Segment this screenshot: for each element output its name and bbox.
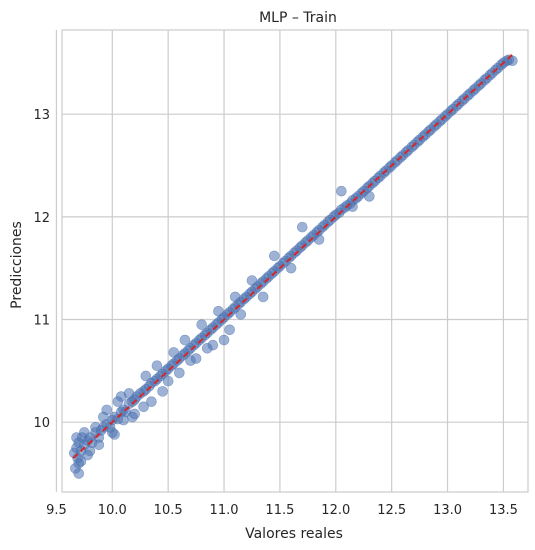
- y-tick-label: 13: [33, 108, 50, 123]
- data-point: [174, 367, 185, 379]
- data-points: [68, 54, 518, 479]
- data-point: [118, 414, 129, 426]
- x-tick-label: 11.0: [210, 503, 239, 518]
- data-point: [146, 396, 157, 407]
- data-point: [269, 250, 280, 262]
- plot-frame: [61, 29, 529, 493]
- x-tick-label: 10.5: [154, 503, 183, 518]
- data-point: [185, 355, 196, 366]
- data-point: [115, 391, 127, 402]
- data-point: [138, 401, 149, 413]
- data-point: [90, 422, 101, 433]
- x-tick-label: 10.0: [98, 503, 127, 518]
- data-point: [151, 360, 163, 372]
- x-axis-label: Valores reales: [245, 526, 343, 542]
- x-tick-label: 13.0: [433, 503, 462, 518]
- data-point: [93, 439, 105, 451]
- y-tick-labels: 10 11 12 13: [33, 108, 50, 431]
- data-point: [296, 221, 308, 233]
- y-axis-label: Predicciones: [9, 221, 25, 309]
- data-point: [207, 339, 219, 351]
- data-point: [106, 427, 118, 438]
- data-point: [129, 408, 140, 420]
- data-point: [347, 201, 358, 212]
- x-tick-label: 13.5: [489, 503, 518, 518]
- data-point: [82, 449, 94, 461]
- data-point: [229, 291, 241, 303]
- y-tick-label: 10: [33, 416, 50, 431]
- data-point: [213, 306, 224, 317]
- data-point: [224, 324, 235, 336]
- chart-title: MLP – Train: [259, 10, 337, 26]
- data-point: [179, 334, 191, 346]
- data-point: [168, 347, 180, 358]
- data-point: [257, 291, 269, 303]
- data-point: [79, 427, 90, 438]
- data-point: [235, 309, 247, 320]
- data-point: [73, 468, 85, 479]
- data-point: [71, 432, 82, 443]
- x-tick-label: 11.5: [265, 503, 294, 518]
- data-point: [218, 334, 230, 346]
- data-point: [336, 185, 347, 197]
- x-tick-labels: 9.5 10.0 10.5 11.0 11.5 12.0 12.5 13.0 13.5: [46, 503, 518, 518]
- data-point: [364, 191, 375, 202]
- x-tick-label: 12.0: [321, 503, 350, 518]
- data-point: [162, 375, 174, 387]
- data-point: [75, 455, 87, 467]
- x-tick-label: 9.5: [46, 503, 67, 518]
- data-point: [98, 411, 109, 423]
- data-point: [157, 386, 168, 397]
- y-tick-label: 12: [33, 211, 50, 226]
- data-point: [140, 370, 152, 382]
- data-point: [196, 319, 207, 330]
- y-tick-label: 11: [33, 314, 50, 329]
- data-point: [313, 234, 325, 245]
- x-tick-label: 12.5: [377, 503, 406, 518]
- data-point: [246, 275, 258, 286]
- data-point: [285, 262, 297, 274]
